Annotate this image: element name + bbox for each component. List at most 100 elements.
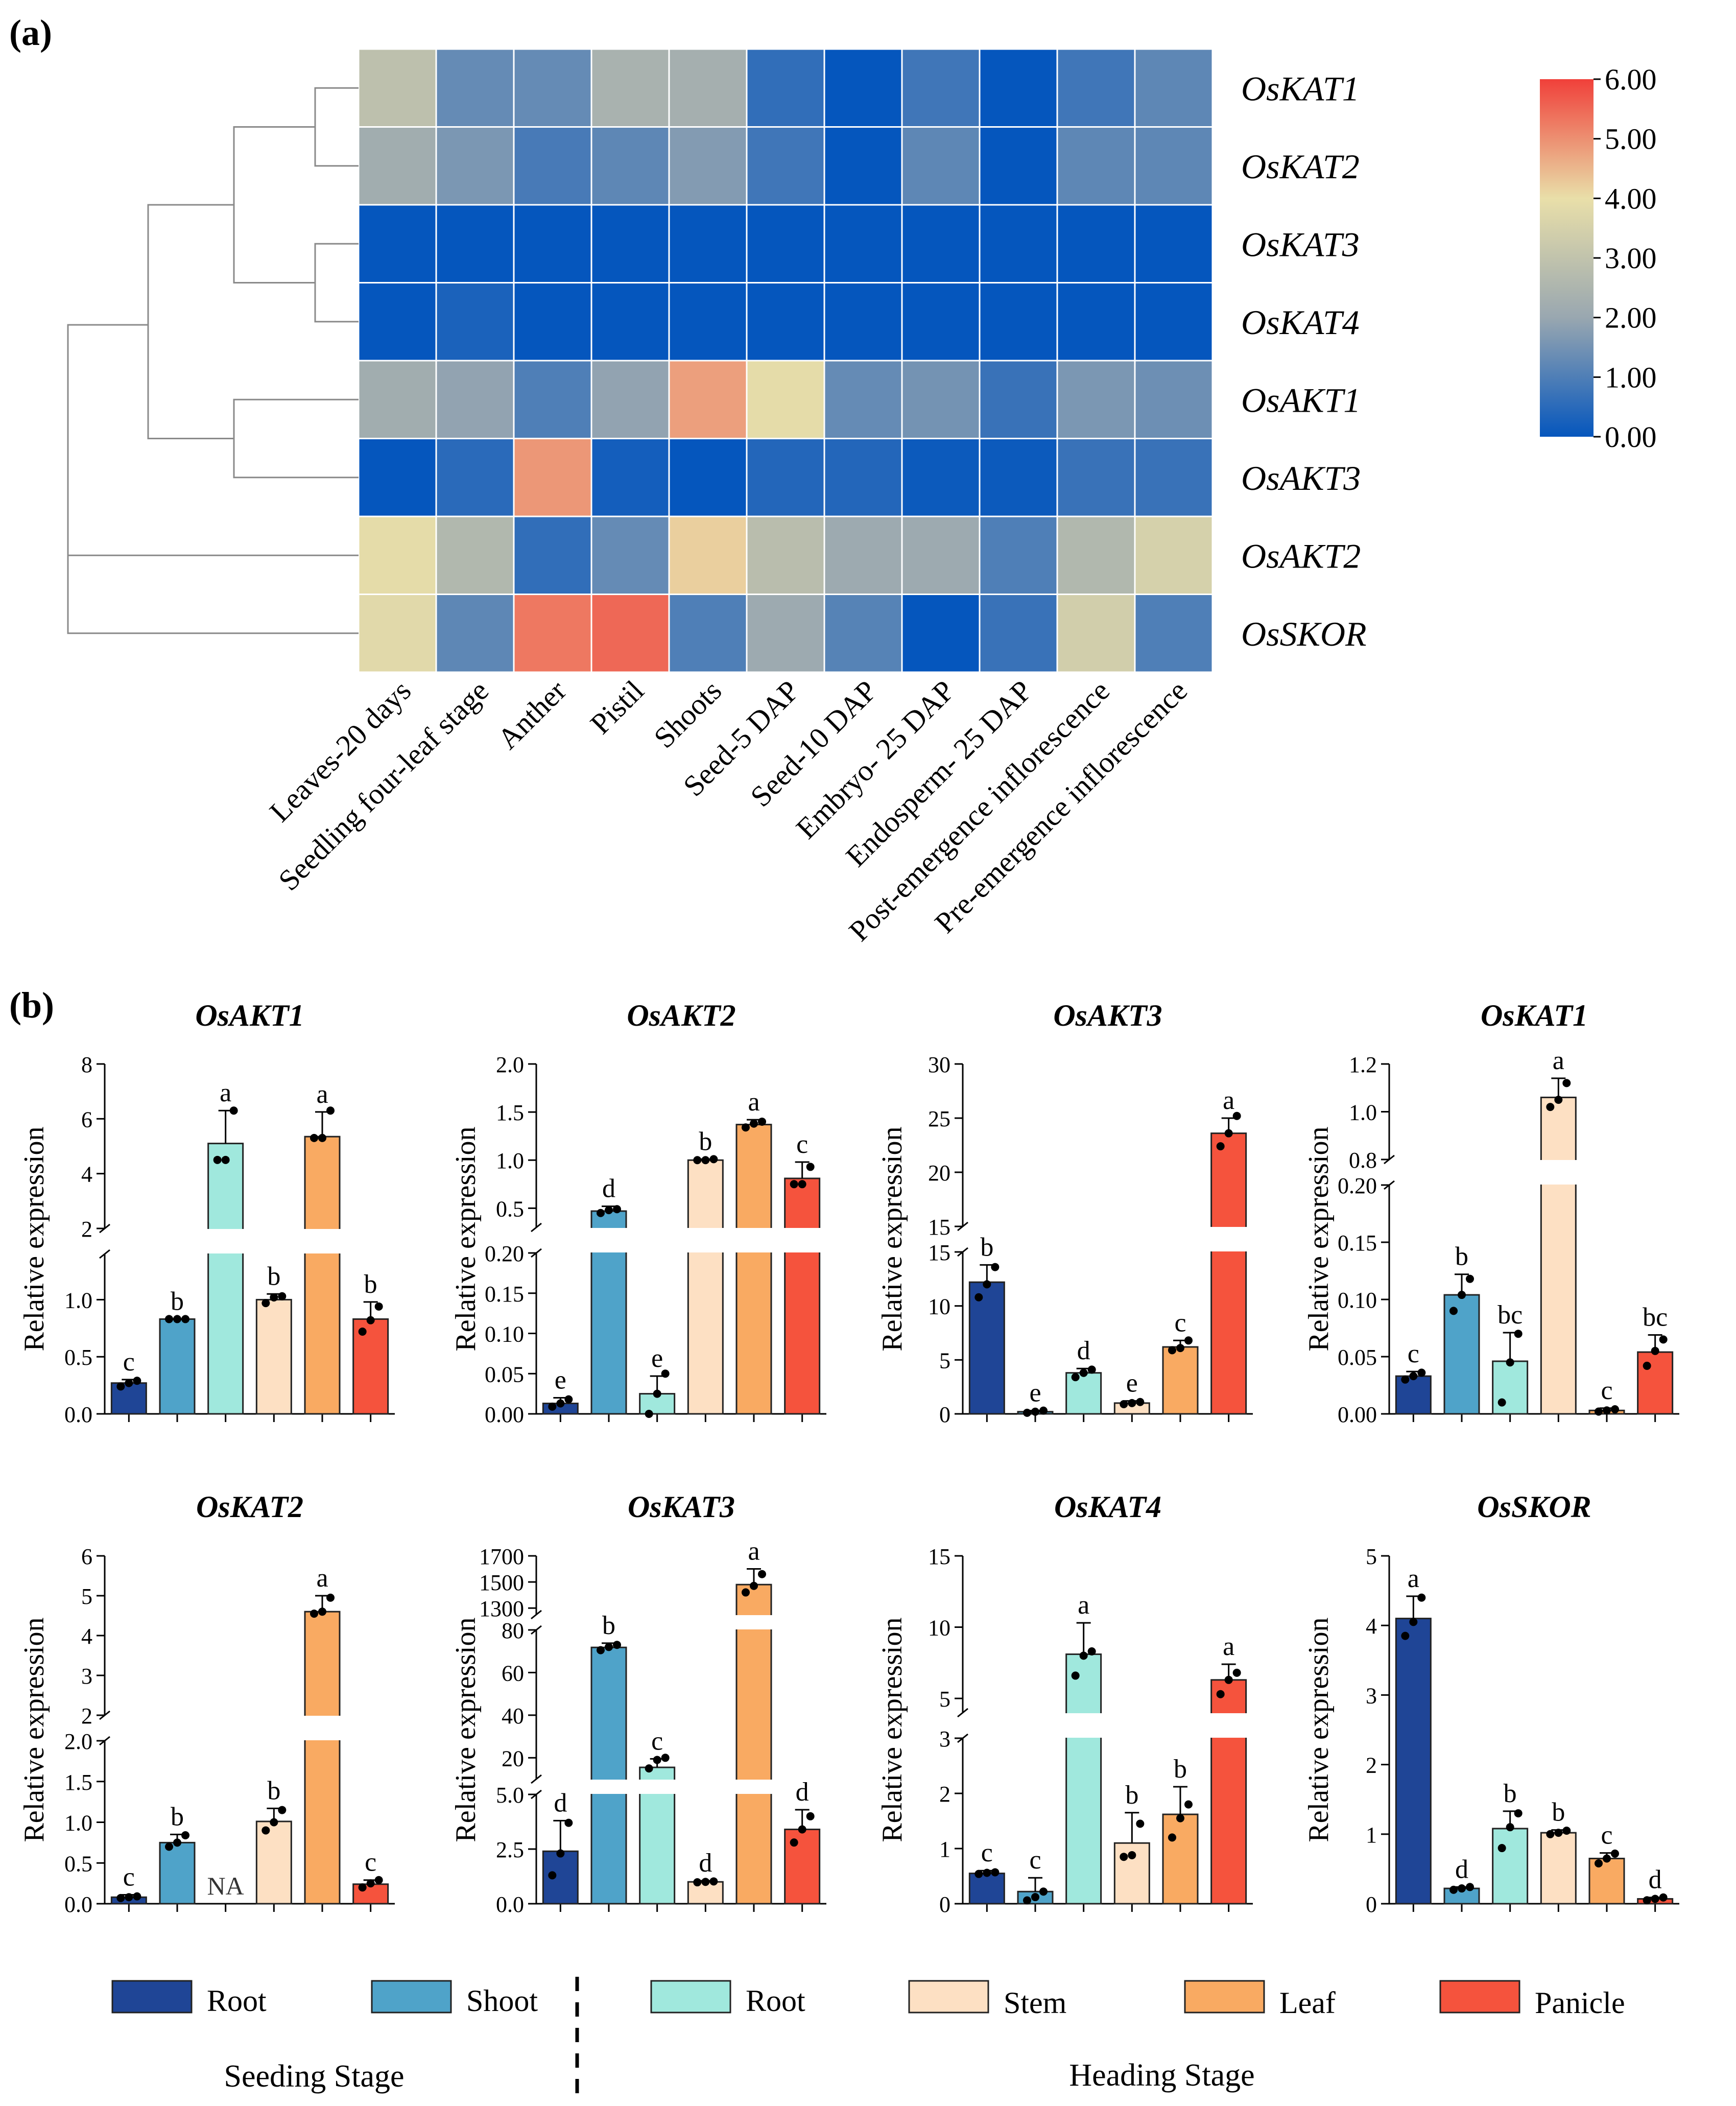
y-tick-label: 1 — [939, 1837, 950, 1862]
data-point — [645, 1764, 653, 1773]
y-axis-label: Relative expression — [876, 1126, 908, 1351]
data-point — [790, 1180, 798, 1189]
axis-break-mark — [1384, 1154, 1395, 1165]
data-point — [742, 1123, 750, 1132]
heatmap-cell — [590, 48, 670, 128]
bar-break-gap — [1209, 1713, 1248, 1738]
significance-letter: d — [1649, 1865, 1662, 1895]
data-point — [983, 1868, 991, 1877]
y-tick-label: 1.0 — [496, 1148, 524, 1173]
significance-letter: c — [1029, 1845, 1041, 1875]
y-tick-label: 3 — [939, 1726, 950, 1752]
data-point — [709, 1877, 718, 1886]
data-point — [125, 1893, 133, 1902]
data-point — [701, 1156, 710, 1165]
data-point — [1232, 1668, 1241, 1677]
colorbar-tick-label: 2.00 — [1605, 301, 1657, 335]
y-axis-label: Relative expression — [450, 1126, 482, 1351]
y-tick-label: 4 — [81, 1624, 92, 1649]
legend-label: Panicle — [1535, 1986, 1625, 2020]
colorbar — [1540, 79, 1594, 437]
axis-break-mark — [99, 1249, 110, 1259]
heatmap-cell — [358, 126, 437, 206]
legend-swatch — [1184, 1980, 1265, 2014]
significance-letter: a — [748, 1087, 759, 1117]
y-tick-label: 0 — [1366, 1892, 1377, 1917]
bar — [1162, 1346, 1199, 1415]
data-point — [1562, 1079, 1571, 1087]
data-point — [709, 1155, 718, 1164]
data-point — [564, 1818, 573, 1827]
data-point — [1039, 1406, 1048, 1415]
bar — [159, 1318, 196, 1415]
data-point — [1554, 1096, 1563, 1104]
heatmap-cell — [823, 48, 903, 128]
data-point — [758, 1570, 766, 1578]
y-tick-label: 2.0 — [496, 1052, 524, 1077]
dendrogram-branch — [67, 324, 148, 595]
significance-letter: a — [1223, 1632, 1234, 1661]
significance-letter: c — [1408, 1339, 1419, 1368]
data-point — [1506, 1358, 1514, 1367]
data-point — [1176, 1814, 1184, 1823]
heatmap-cell — [1134, 48, 1214, 128]
bar — [590, 1646, 627, 1905]
y-tick-label: 1300 — [479, 1596, 524, 1621]
y-tick-label: 4 — [1366, 1614, 1377, 1639]
colorbar-tick-label: 0.00 — [1605, 420, 1657, 454]
y-tick-label: 5 — [939, 1687, 950, 1712]
bar-chart-OsKAT2: OsKAT2 Relative expression 0.0 0.5 1.0 1.5 2.0… — [18, 1490, 395, 1917]
data-point — [613, 1205, 621, 1214]
y-tick-label: 1500 — [479, 1570, 524, 1595]
data-point — [1546, 1103, 1555, 1111]
data-point — [1128, 1851, 1136, 1859]
bar-charts-panel: OsAKT1 Relative expression 0.0 0.5 1.0 2 4 6 8 c b… — [18, 999, 1679, 1917]
legend-label: Root — [207, 1984, 267, 2018]
bar — [1065, 1653, 1102, 1905]
chart-title: OsSKOR — [1477, 1490, 1591, 1524]
heatmap-cell — [668, 282, 748, 362]
heatmap-cell — [590, 515, 670, 595]
y-tick-label: 30 — [928, 1052, 950, 1077]
significance-letter: c — [651, 1726, 663, 1756]
data-point — [326, 1106, 335, 1115]
data-point — [1659, 1335, 1668, 1344]
data-point — [1466, 1274, 1474, 1283]
legend-label: Shoot — [466, 1984, 538, 2018]
significance-letter: bc — [1643, 1303, 1668, 1332]
chart-title: OsAKT2 — [627, 999, 735, 1032]
bar-break-gap — [686, 1228, 725, 1252]
data-point — [1409, 1372, 1418, 1381]
significance-letter: e — [1029, 1379, 1041, 1408]
legend-label: Root — [746, 1984, 805, 2018]
bar — [784, 1828, 821, 1905]
bar — [1637, 1351, 1674, 1415]
data-point — [597, 1209, 605, 1217]
data-point — [1224, 1675, 1233, 1684]
data-point — [165, 1842, 173, 1851]
data-point — [1184, 1800, 1193, 1809]
data-point — [1039, 1887, 1048, 1896]
heatmap-cell — [823, 282, 903, 362]
data-point — [1659, 1893, 1668, 1902]
data-point — [1031, 1893, 1039, 1902]
heatmap-cell — [590, 126, 670, 206]
significance-letter: e — [555, 1366, 566, 1395]
significance-letter: d — [554, 1788, 567, 1817]
heatmap-cell — [358, 594, 437, 673]
significance-letter: c — [981, 1838, 993, 1867]
heatmap-row-label: OsKAT1 — [1241, 69, 1360, 108]
data-point — [597, 1646, 605, 1654]
y-axis-label: Relative expression — [876, 1617, 908, 1842]
y-tick-label: 1.2 — [1349, 1052, 1377, 1077]
significance-letter: b — [267, 1776, 280, 1805]
bar — [304, 1611, 341, 1905]
dendrogram-branch — [147, 204, 234, 439]
significance-letter: d — [1455, 1855, 1468, 1884]
data-point — [1562, 1826, 1571, 1835]
axis-break-mark — [1384, 1180, 1395, 1190]
heatmap-cell — [1056, 438, 1136, 517]
significance-letter: a — [1553, 1046, 1564, 1075]
data-point — [1651, 1346, 1659, 1355]
heatmap-cell — [590, 594, 670, 673]
